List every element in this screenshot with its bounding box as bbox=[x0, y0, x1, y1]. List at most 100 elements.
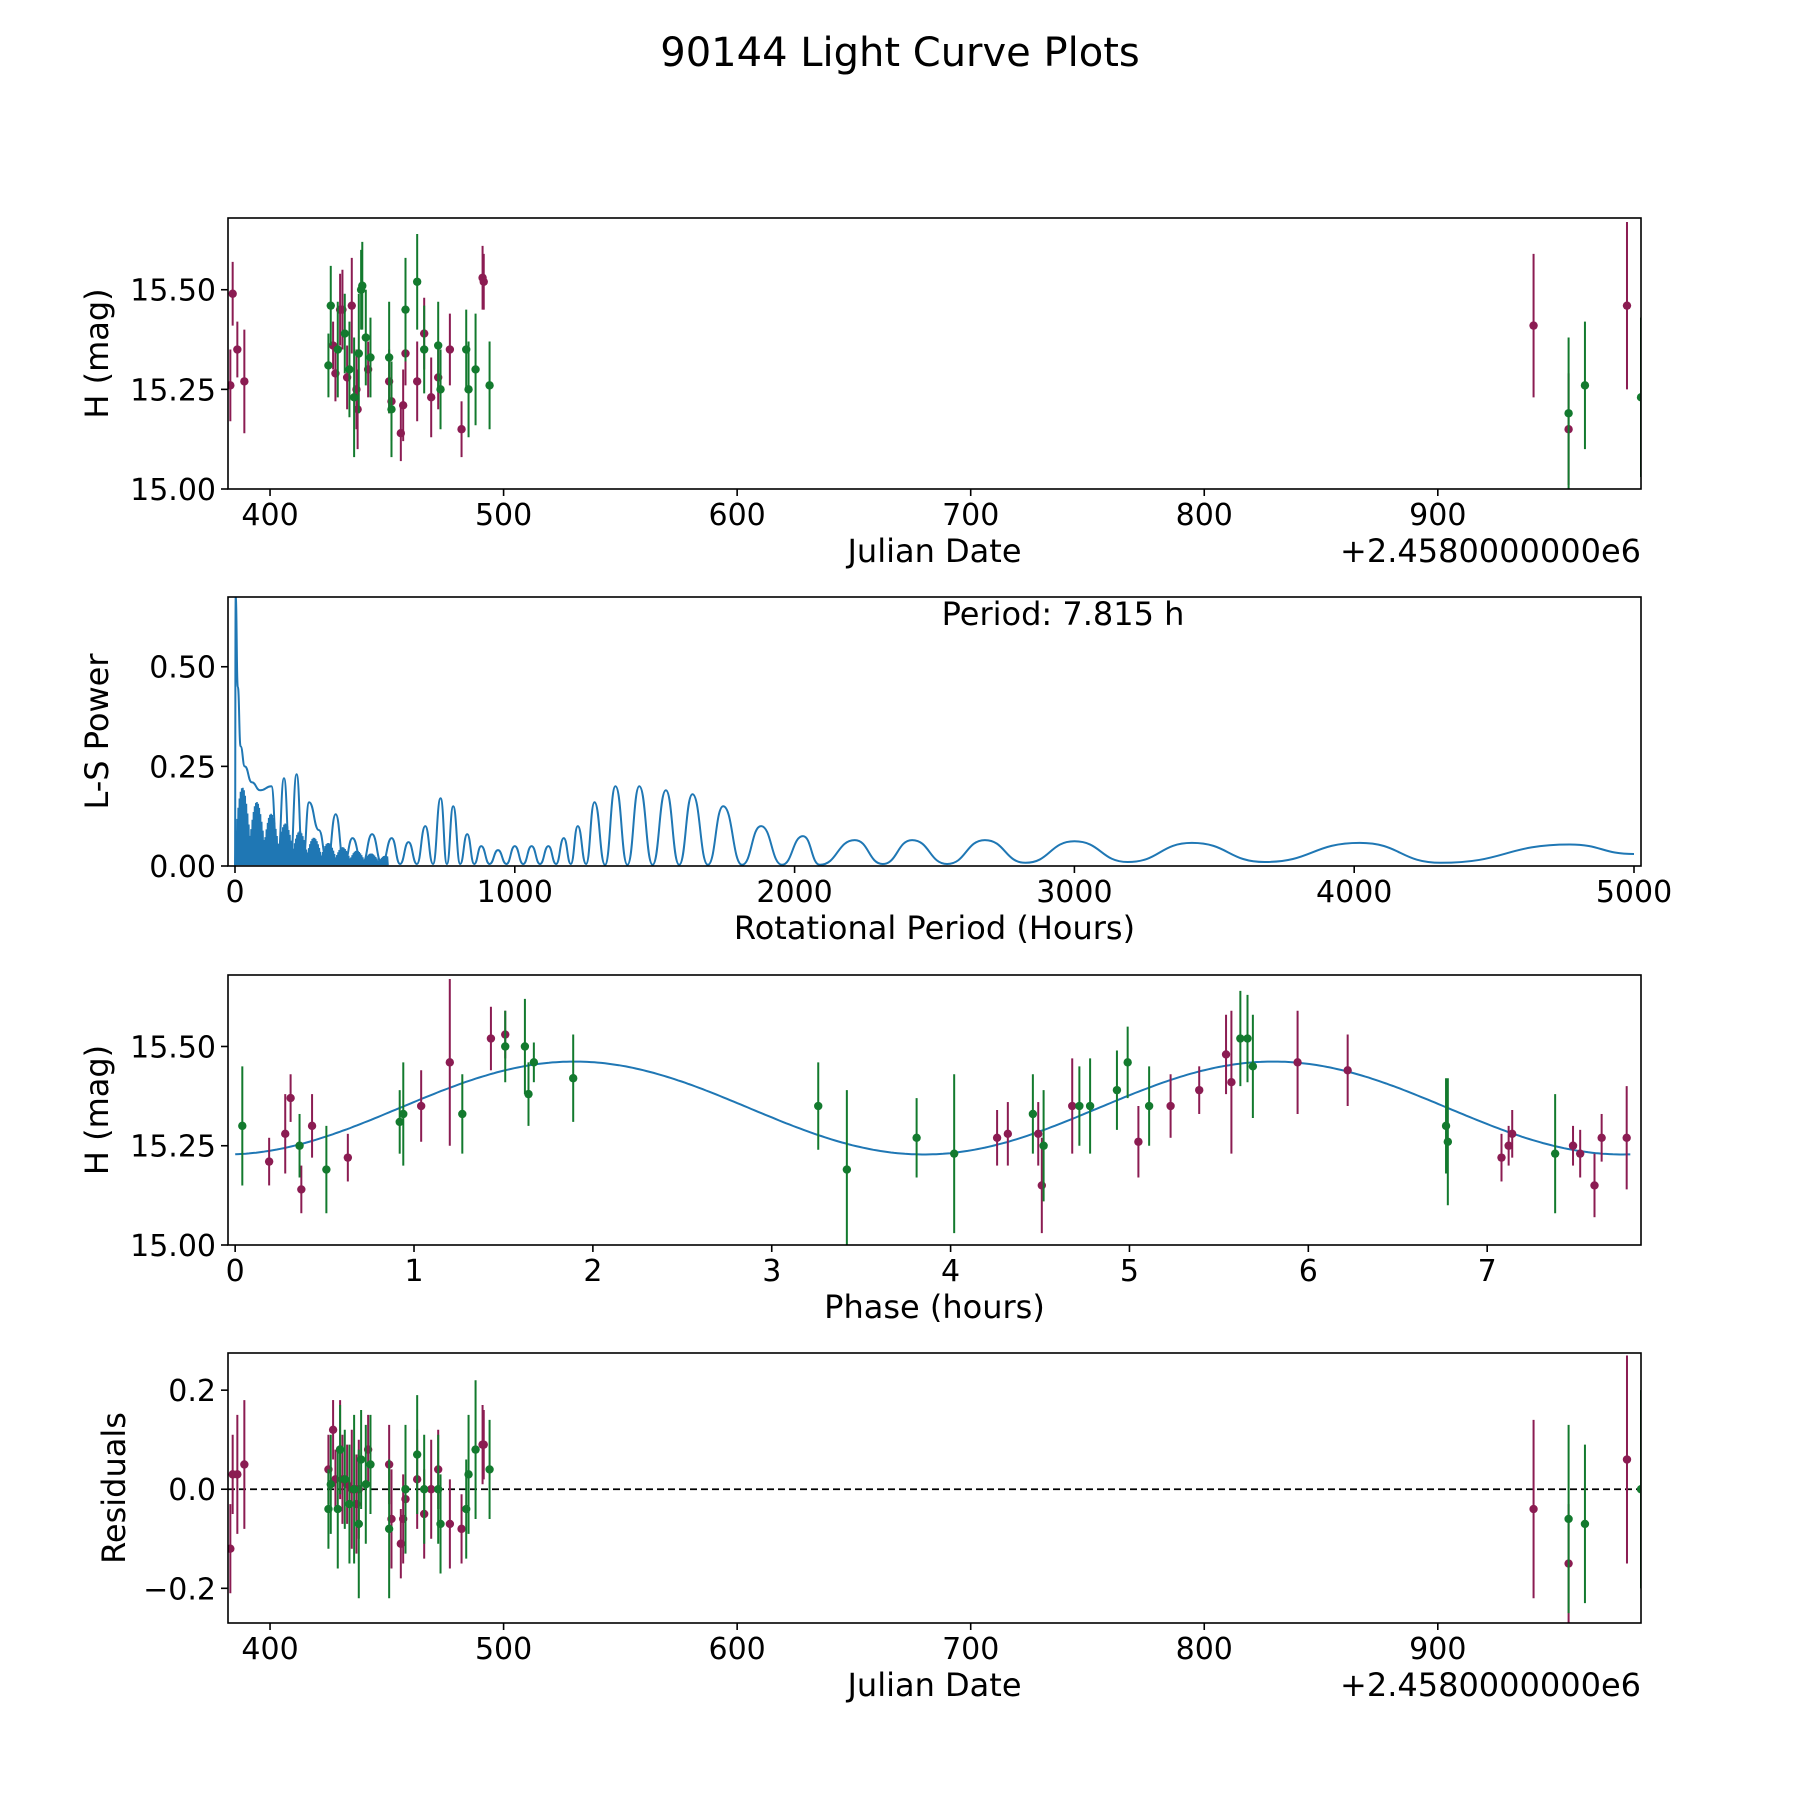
data-point-red bbox=[233, 1470, 242, 1479]
data-point-red bbox=[1508, 1129, 1517, 1139]
data-point-green bbox=[349, 393, 359, 402]
data-point-red bbox=[1034, 1129, 1043, 1139]
x-tick-label: 4000 bbox=[1316, 875, 1392, 910]
data-point-green bbox=[333, 1504, 342, 1514]
x-tick-label: 900 bbox=[1409, 498, 1466, 533]
y-tick-label: 15.00 bbox=[130, 473, 216, 508]
data-point-green bbox=[326, 301, 335, 310]
data-point-green bbox=[949, 1149, 959, 1158]
data-point-green bbox=[1564, 1514, 1573, 1524]
data-point-green bbox=[1075, 1101, 1084, 1111]
data-layer bbox=[228, 1355, 1641, 1623]
x-tick-label: 3000 bbox=[1036, 875, 1112, 910]
data-point-green bbox=[1039, 1141, 1048, 1150]
data-point-green bbox=[419, 1485, 429, 1494]
data-point-green bbox=[1085, 1101, 1095, 1111]
x-axis-label: Julian Date bbox=[845, 532, 1021, 570]
data-point-green bbox=[399, 1109, 408, 1119]
data-point-green bbox=[529, 1058, 539, 1067]
data-layer bbox=[234, 597, 1635, 866]
data-point-red bbox=[286, 1093, 295, 1103]
axes-frame bbox=[227, 974, 1642, 1246]
data-point-green bbox=[340, 329, 349, 338]
axes-frame bbox=[227, 596, 1642, 867]
data-point-green bbox=[842, 1165, 852, 1174]
data-point-red bbox=[240, 1460, 249, 1469]
data-point-red bbox=[426, 393, 436, 402]
data-point-red bbox=[1293, 1058, 1302, 1067]
data-point-red bbox=[240, 377, 249, 386]
data-point-green bbox=[1028, 1109, 1038, 1119]
data-point-red bbox=[1037, 1181, 1047, 1190]
data-point-red bbox=[1343, 1066, 1352, 1075]
data-point-red bbox=[1529, 1504, 1538, 1514]
x-tick-label: 6 bbox=[1299, 1254, 1318, 1289]
data-point-red bbox=[297, 1185, 306, 1194]
panel-phased: 0 1 2 3 4 5 6 7 15.00 15.25 15.50 Phase (hours) H (m… bbox=[78, 974, 1642, 1326]
data-point-green bbox=[401, 1485, 410, 1494]
data-point-red bbox=[1497, 1153, 1506, 1162]
data-point-green bbox=[464, 1470, 473, 1479]
data-point-red bbox=[1068, 1101, 1077, 1111]
x-tick-label: 4 bbox=[941, 1254, 960, 1289]
x-axis-label: Rotational Period (Hours) bbox=[734, 909, 1135, 947]
data-point-red bbox=[457, 1524, 466, 1534]
data-point-green bbox=[1236, 1034, 1245, 1043]
x-tick-label: 3 bbox=[762, 1254, 781, 1289]
data-point-red bbox=[1568, 1141, 1578, 1150]
data-point-green bbox=[1248, 1062, 1258, 1071]
x-tick-label: 900 bbox=[1409, 1632, 1466, 1667]
data-point-green bbox=[458, 1109, 467, 1119]
data-point-green bbox=[340, 1475, 349, 1484]
data-point-green bbox=[335, 1445, 345, 1454]
data-point-green bbox=[349, 1485, 359, 1494]
data-point-green bbox=[485, 381, 494, 390]
x-axis-label: Phase (hours) bbox=[824, 1288, 1045, 1326]
data-point-green bbox=[524, 1089, 533, 1099]
x-tick-label: 1 bbox=[404, 1254, 423, 1289]
x-tick-label: 2000 bbox=[756, 875, 832, 910]
y-axis-label: Residuals bbox=[95, 1412, 133, 1564]
y-tick-label: 0.2 bbox=[168, 1374, 216, 1409]
y-tick-label: −0.2 bbox=[143, 1572, 216, 1607]
data-point-green bbox=[419, 345, 429, 354]
x-offset-label: +2.4580000000e6 bbox=[1340, 1666, 1641, 1704]
fit-curve bbox=[235, 1060, 1631, 1156]
period-annotation: Period: 7.815 h bbox=[942, 595, 1185, 633]
x-offset-label: +2.4580000000e6 bbox=[1340, 532, 1641, 570]
data-point-green bbox=[354, 1519, 363, 1529]
x-tick-label: 600 bbox=[709, 1632, 766, 1667]
x-tick-label: 700 bbox=[942, 498, 999, 533]
data-point-red bbox=[1134, 1137, 1143, 1146]
data-point-green bbox=[356, 1455, 366, 1464]
data-point-green bbox=[324, 361, 333, 370]
data-point-green bbox=[384, 353, 394, 362]
data-point-red bbox=[1575, 1149, 1585, 1158]
data-point-green bbox=[412, 277, 422, 286]
x-tick-label: 600 bbox=[709, 498, 766, 533]
data-point-green bbox=[1123, 1058, 1132, 1067]
x-tick-label: 5000 bbox=[1596, 875, 1672, 910]
y-axis-label: H (mag) bbox=[78, 288, 116, 418]
data-point-green bbox=[345, 365, 354, 374]
data-point-red bbox=[412, 377, 422, 386]
data-point-green bbox=[1636, 1485, 1641, 1494]
data-point-red bbox=[416, 1101, 426, 1111]
data-point-red bbox=[343, 1153, 353, 1162]
data-point-green bbox=[395, 1117, 404, 1127]
data-point-green bbox=[366, 353, 375, 362]
y-axis-label: L-S Power bbox=[78, 653, 116, 810]
data-point-red bbox=[264, 1157, 274, 1166]
data-point-green bbox=[569, 1074, 578, 1083]
y-tick-label: 15.50 bbox=[130, 1030, 216, 1065]
y-tick-label: 0.25 bbox=[149, 750, 216, 785]
data-point-green bbox=[1443, 1137, 1453, 1146]
data-point-green bbox=[1112, 1085, 1122, 1095]
y-tick-label: 15.00 bbox=[130, 1229, 216, 1264]
data-point-green bbox=[412, 1450, 422, 1459]
data-layer bbox=[228, 221, 1641, 489]
data-point-red bbox=[486, 1034, 496, 1043]
data-point-red bbox=[228, 289, 237, 298]
power-noise bbox=[234, 787, 389, 866]
data-point-red bbox=[228, 1544, 235, 1553]
